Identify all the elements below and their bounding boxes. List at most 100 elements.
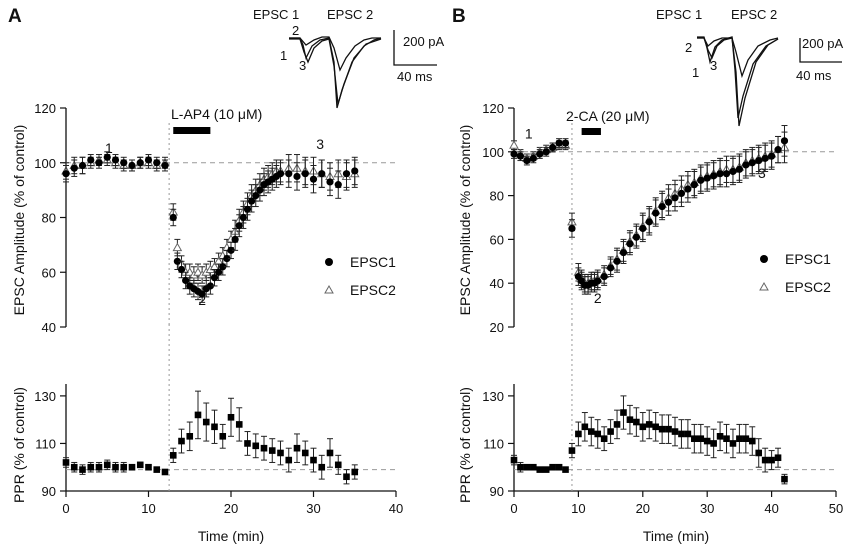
panel-b-scalebar-amp: 200 pA xyxy=(802,36,844,51)
panel-b-epsc1-point xyxy=(664,198,673,206)
panel-b-bottom-ytick-label: 90 xyxy=(490,484,504,499)
panel-b-trace-num-2: 2 xyxy=(685,40,692,55)
panel-a-epsc1-point xyxy=(161,161,169,170)
panel-a-ppr-point xyxy=(252,442,260,450)
panel-b-epsc1-point xyxy=(542,148,550,156)
panel-a-ppr-point xyxy=(285,456,293,464)
panel-a-bottom-marks xyxy=(60,324,397,497)
panel-b-epsc1-point xyxy=(780,137,789,145)
panel-b-legend-epsc2: EPSC2 xyxy=(785,279,831,295)
panel-a-epsc1-point xyxy=(103,153,111,161)
panel-a-xtick-label: 10 xyxy=(141,501,155,516)
panel-b-epsc1-point xyxy=(594,277,602,285)
panel-a-epsc1-point xyxy=(78,161,87,170)
panel-a-ppr-point xyxy=(351,468,359,476)
panel-b-epsc1-point xyxy=(716,170,724,178)
panel-b-xtick-label: 30 xyxy=(700,501,714,516)
panel-b-ppr-point xyxy=(530,463,537,471)
panel-a-top-ytick-label: 80 xyxy=(42,211,56,226)
panel-a-legend-epsc1: EPSC1 xyxy=(350,254,396,270)
panel-b-epsc1-point xyxy=(549,143,557,152)
panel-b-epsc1-point xyxy=(523,156,531,165)
panel-a-legend-epsc1-marker xyxy=(325,258,333,266)
panel-b-ppr-point xyxy=(536,466,544,473)
panel-a-epsc1-point xyxy=(256,186,264,194)
panel-a-xtick-label: 0 xyxy=(62,501,69,516)
panel-b-scalebar xyxy=(799,38,842,63)
panel-a-epsc2-point xyxy=(193,267,203,276)
panel-b-top-ytick-label: 100 xyxy=(482,145,504,160)
panel-b-epsc1-point xyxy=(529,154,537,162)
panel-a-scalebar xyxy=(393,30,437,66)
panel-a-top-marks xyxy=(60,107,396,328)
panel-b-trace-2 xyxy=(697,37,779,79)
panel-a-epsc2-point xyxy=(172,242,183,252)
panel-b-bottom-plot: PPR (% of control) 0 10 20 30 40 50 90 110 130 T… xyxy=(457,324,843,544)
panel-b-ppr-point xyxy=(761,456,769,464)
panel-b-ppr-point xyxy=(671,428,679,435)
panel-b-inset-label-epsc2: EPSC 2 xyxy=(731,7,777,22)
panel-b-ppr-point xyxy=(652,423,659,431)
panel-a-ppr-point xyxy=(343,473,350,481)
panel-a-ppr-point xyxy=(194,411,202,419)
panel-a-epsc1-point xyxy=(111,156,120,164)
panel-a-ppr-point xyxy=(244,440,251,447)
panel-a-xlabel: Time (min) xyxy=(198,528,264,544)
panel-a-ppr-point xyxy=(128,463,136,471)
panel-a-top-ylabel: EPSC Amplitude (% of control) xyxy=(11,125,27,316)
panel-b-epsc1-point xyxy=(510,150,518,158)
panel-a-bottom-ytick-label: 130 xyxy=(34,389,56,404)
panel-b-ppr-point xyxy=(658,425,666,433)
panel-a-epsc1-point xyxy=(248,197,256,205)
panel-b-epsc1-point xyxy=(645,218,653,226)
panel-b-xtick-label: 10 xyxy=(571,501,585,516)
panel-a-bottom-ytick-label: 90 xyxy=(42,484,56,499)
panel-b-ppr-point xyxy=(684,430,692,438)
panel-b-epsc1-point xyxy=(684,185,692,193)
panel-a-epsc1-point xyxy=(206,282,214,290)
panel-a-legend-epsc2-marker xyxy=(324,284,334,294)
panel-b-epsc1-point xyxy=(710,172,718,180)
panel-a-epsc1-point xyxy=(301,170,309,178)
panel-a-epsc1-point xyxy=(210,274,219,282)
panel-a-ppr-point xyxy=(202,418,210,426)
panel-a-top-ytick-label: 100 xyxy=(34,156,56,171)
panel-b-ppr-point xyxy=(697,435,705,442)
panel-a-ppr-point xyxy=(120,463,128,471)
panel-a-ppr-point xyxy=(169,452,177,459)
panel-b-epsc1-point xyxy=(613,257,621,265)
panel-b-epsc1-point xyxy=(652,209,660,217)
panel-b-ppr-point xyxy=(781,475,788,483)
panel-a-trace-2 xyxy=(289,36,381,72)
panel-b-drug-label: 2-CA (20 μM) xyxy=(566,108,650,124)
panel-b-ppr-point xyxy=(620,409,627,416)
panel-b-ppr-point xyxy=(575,430,582,438)
panel-a-ppr-point xyxy=(79,466,86,473)
panel-b-ppr-point xyxy=(523,463,531,471)
panel-a-epsc1-point xyxy=(120,159,128,167)
panel-b-epsc1-point xyxy=(639,224,647,233)
panel-b-top-ytick-label: 20 xyxy=(490,320,504,335)
panel-b-xtick-label: 0 xyxy=(510,501,517,516)
panel-a-bottom-plot: PPR (% of control) 0 10 20 30 40 90 110 130 Tim… xyxy=(11,324,403,544)
panel-b-ppr-point xyxy=(665,425,672,433)
panel-a-epsc1-point xyxy=(169,213,177,222)
panel-b-epsc1-point xyxy=(735,165,744,173)
panel-a-ppr-point xyxy=(235,421,243,428)
panel-b-epsc1-point xyxy=(555,139,563,147)
panel-a-epsc1-point xyxy=(182,276,190,285)
panel-a-bottom-ytick-label: 110 xyxy=(35,436,56,451)
panel-a-epsc1-point xyxy=(62,170,70,178)
panel-b-scalebar-time: 40 ms xyxy=(796,68,832,83)
panel-a-ppr-point xyxy=(178,437,185,445)
panel-a-top-plot: EPSC Amplitude (% of control) 40 60 80 100 1… xyxy=(11,101,396,335)
panel-a-ppr-point xyxy=(301,449,309,457)
panel-a-ppr-point xyxy=(70,463,78,471)
panel-b-ppr-point xyxy=(562,466,569,473)
panel-a-epsc1-point xyxy=(223,254,231,263)
panel-b-bottom-ytick-label: 110 xyxy=(483,436,504,451)
panel-a-epsc1-point xyxy=(231,235,239,243)
panel-a-inset-label-epsc2: EPSC 2 xyxy=(327,7,373,22)
panel-b-epsc1-point xyxy=(632,233,640,241)
